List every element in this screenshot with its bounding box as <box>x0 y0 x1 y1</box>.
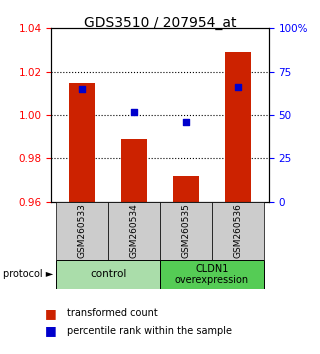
Point <box>132 109 137 114</box>
Bar <box>69 82 95 202</box>
Bar <box>212 202 264 260</box>
Text: transformed count: transformed count <box>67 308 158 318</box>
Bar <box>160 202 212 260</box>
Bar <box>225 52 251 202</box>
Bar <box>173 176 199 202</box>
Point <box>80 86 85 92</box>
Text: protocol ►: protocol ► <box>3 269 53 279</box>
Text: GSM260535: GSM260535 <box>181 204 190 258</box>
Bar <box>56 202 108 260</box>
Text: CLDN1
overexpression: CLDN1 overexpression <box>175 263 249 285</box>
Bar <box>56 260 160 289</box>
Point <box>183 119 188 125</box>
Text: ■: ■ <box>45 325 57 337</box>
Text: GSM260533: GSM260533 <box>78 204 87 258</box>
Point <box>235 85 240 90</box>
Bar <box>108 202 160 260</box>
Text: control: control <box>90 269 126 279</box>
Text: GDS3510 / 207954_at: GDS3510 / 207954_at <box>84 16 236 30</box>
Text: GSM260536: GSM260536 <box>233 204 242 258</box>
Text: GSM260534: GSM260534 <box>130 204 139 258</box>
Bar <box>121 139 147 202</box>
Bar <box>160 260 264 289</box>
Text: percentile rank within the sample: percentile rank within the sample <box>67 326 232 336</box>
Text: ■: ■ <box>45 307 57 320</box>
